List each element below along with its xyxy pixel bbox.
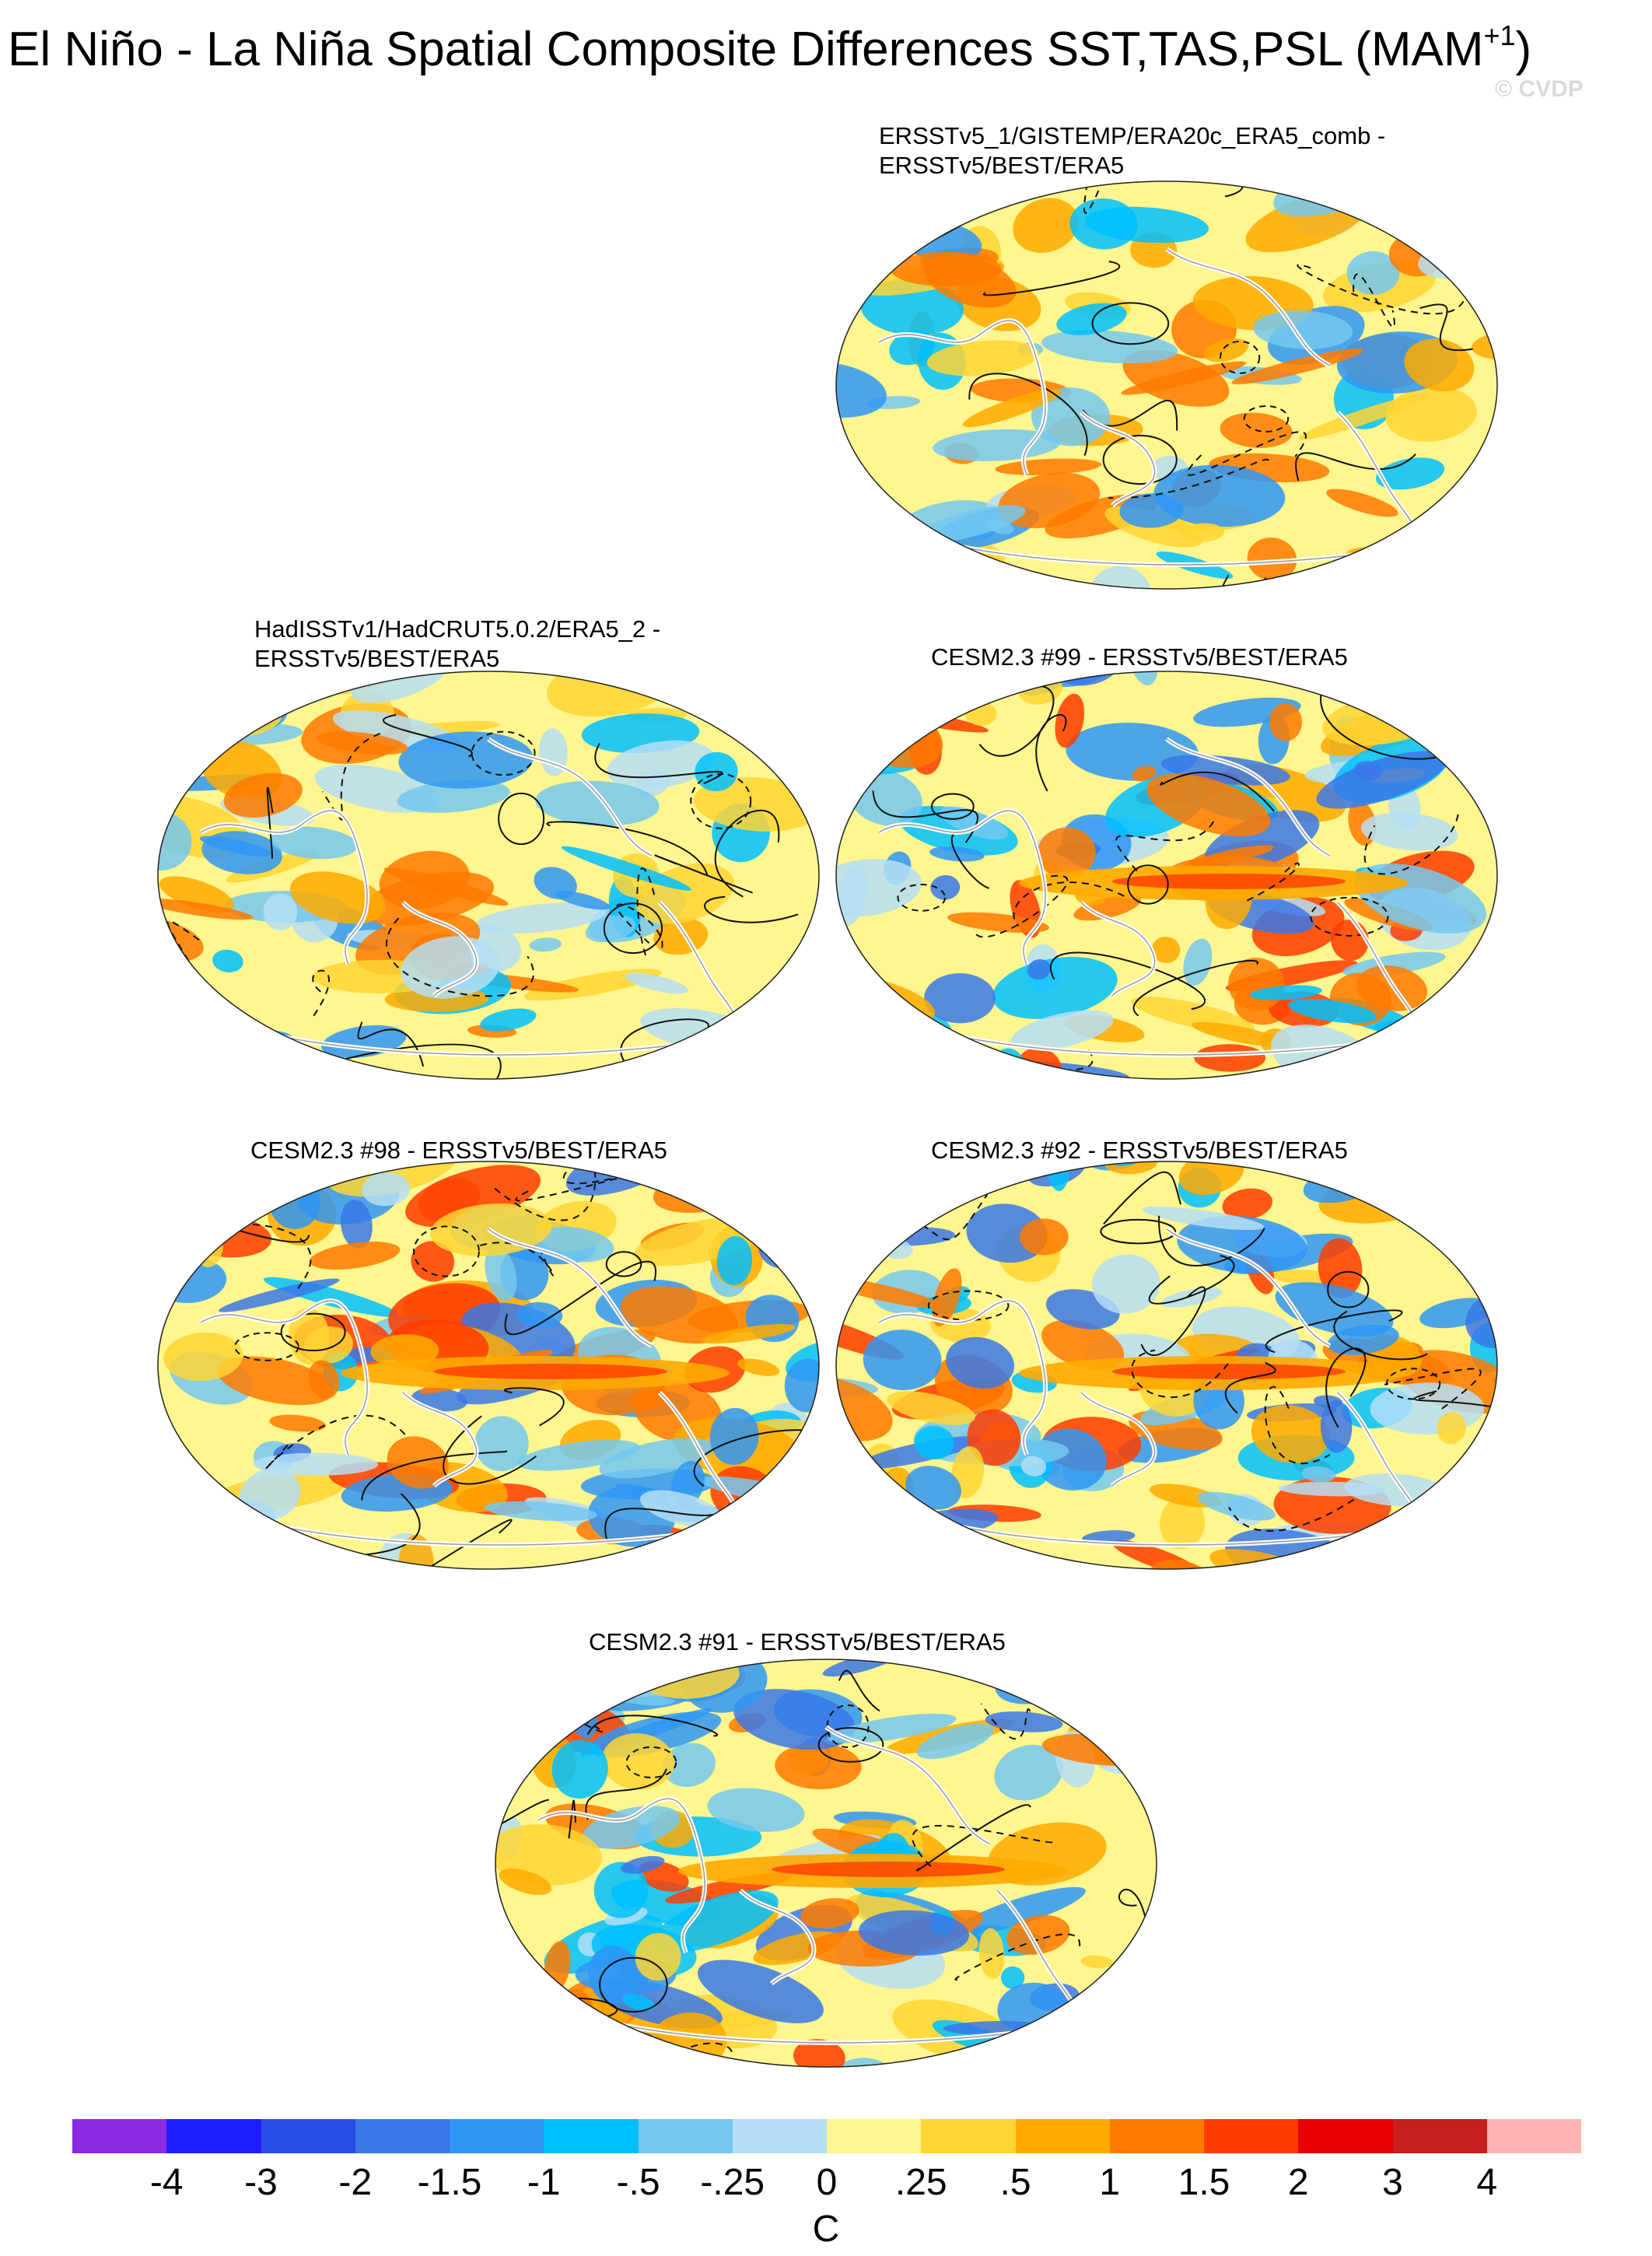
- map-svg-p2: [157, 671, 820, 1080]
- map-panel-p2: [154, 669, 823, 1081]
- colorbar-tick-label: 3: [1382, 2162, 1403, 2203]
- panel-title-p4: CESM2.3 #98 - ERSSTv5/BEST/ERA5: [250, 1137, 667, 1164]
- colorbar-box: [921, 2119, 1016, 2153]
- map-panel-p5: [832, 1159, 1501, 1571]
- colorbar-tick-label: .25: [894, 2162, 947, 2203]
- colorbar-tick-label: -.5: [616, 2162, 660, 2203]
- panel-title-p6: CESM2.3 #91 - ERSSTv5/BEST/ERA5: [589, 1628, 1006, 1655]
- cvdp-watermark: © CVDP: [1495, 76, 1584, 102]
- map-panel-p3: [832, 669, 1501, 1081]
- map-panel-p6: [492, 1657, 1160, 2069]
- colorbar-tick-label: 1.5: [1178, 2162, 1230, 2203]
- map-svg-p6: [495, 1659, 1157, 2068]
- colorbar-tick-label: 0: [816, 2162, 838, 2203]
- colorbar-box: [261, 2119, 355, 2153]
- map-svg-p4: [157, 1161, 820, 1570]
- colorbar-tick-label: 1: [1099, 2162, 1121, 2203]
- panel-title-p5: CESM2.3 #92 - ERSSTv5/BEST/ERA5: [931, 1137, 1348, 1164]
- colorbar-tick-label: -3: [244, 2162, 278, 2203]
- colorbar-box: [827, 2119, 922, 2153]
- colorbar-box: [732, 2119, 827, 2153]
- colorbar-box: [1109, 2119, 1204, 2153]
- colorbar-box: [544, 2119, 639, 2153]
- colorbar-box: [450, 2119, 544, 2153]
- colorbar-tick-label: -.25: [700, 2162, 765, 2203]
- panel-title-p3: CESM2.3 #99 - ERSSTv5/BEST/ERA5: [931, 643, 1348, 671]
- colorbar-box: [1392, 2119, 1487, 2153]
- colorbar-tick-label: -4: [149, 2162, 184, 2203]
- colorbar-box: [638, 2119, 733, 2153]
- map-panel-p4: [154, 1159, 823, 1571]
- colorbar-tick-label: -1: [527, 2162, 561, 2203]
- colorbar-box: [166, 2119, 261, 2153]
- colorbar-box: [1204, 2119, 1299, 2153]
- map-svg-p1: [835, 180, 1498, 590]
- colorbar-tick-label: -1.5: [417, 2162, 482, 2203]
- map-panel-p1: [832, 179, 1501, 591]
- colorbar: [72, 2119, 1581, 2153]
- colorbar-tick-label: .5: [999, 2162, 1031, 2203]
- colorbar-box: [72, 2119, 167, 2153]
- colorbar-box: [1015, 2119, 1110, 2153]
- colorbar-tick-label: 2: [1287, 2162, 1309, 2203]
- map-svg-p3: [835, 671, 1498, 1080]
- colorbar-box: [1486, 2119, 1581, 2153]
- colorbar-box: [355, 2119, 450, 2153]
- panel-title-p2: HadISSTv1/HadCRUT5.0.2/ERA5_2 - ERSSTv5/B…: [254, 615, 661, 672]
- map-svg-p5: [835, 1161, 1498, 1570]
- figure-title: El Niño - La Niña Spatial Composite Diff…: [8, 19, 1532, 76]
- colorbar-tick-label: -2: [338, 2162, 373, 2203]
- colorbar-tick-label: 4: [1476, 2162, 1498, 2203]
- colorbar-units: C: [812, 2209, 840, 2250]
- colorbar-box: [1298, 2119, 1393, 2153]
- panel-title-p1: ERSSTv5_1/GISTEMP/ERA20c_ERA5_comb - ERSS…: [879, 122, 1386, 179]
